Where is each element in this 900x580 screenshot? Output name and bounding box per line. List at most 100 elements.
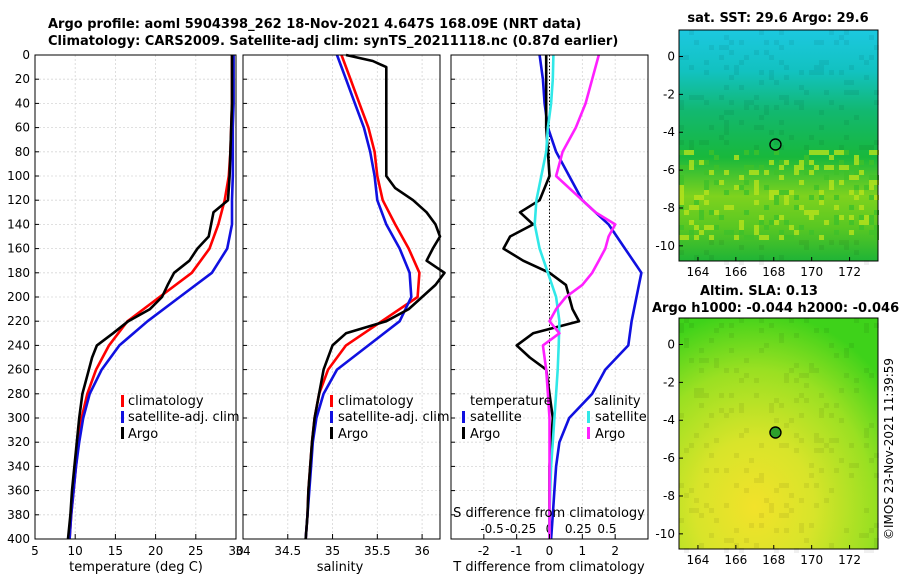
map-pixel — [759, 318, 764, 323]
map-pixel — [724, 368, 729, 373]
map-pixel — [854, 165, 859, 170]
map-pixel — [789, 40, 794, 45]
series-line-salinity-satellite — [533, 54, 561, 539]
map-pixel — [839, 215, 844, 220]
map-pixel — [769, 160, 774, 165]
map-pixel — [779, 165, 784, 170]
map-pixel — [829, 100, 834, 105]
map-pixel — [759, 235, 764, 240]
map-pixel — [759, 328, 764, 333]
map-pixel — [754, 225, 759, 230]
map-pixel — [809, 463, 814, 468]
map-pixel — [724, 413, 729, 418]
map-pixel — [719, 323, 724, 328]
map-pixel — [689, 230, 694, 235]
map-pixel — [724, 260, 729, 265]
map-pixel — [769, 408, 774, 413]
map-pixel — [794, 548, 799, 553]
map-pixel — [719, 135, 724, 140]
x-tick-label: 25 — [188, 544, 203, 558]
map-pixel — [854, 115, 859, 120]
map-pixel — [734, 235, 739, 240]
map-pixel — [814, 70, 819, 75]
map-pixel — [789, 225, 794, 230]
map-pixel — [744, 428, 749, 433]
legend-swatch-sal-argo — [587, 427, 590, 439]
map-pixel — [719, 95, 724, 100]
x-tick-label: 15 — [108, 544, 123, 558]
map-pixel — [779, 130, 784, 135]
map-pixel — [699, 393, 704, 398]
map-pixel — [754, 170, 759, 175]
map-pixel — [819, 200, 824, 205]
map-pixel — [819, 65, 824, 70]
map-pixel — [739, 230, 744, 235]
argo-position-marker — [769, 138, 782, 151]
map-pixel — [834, 220, 839, 225]
map-pixel — [849, 230, 854, 235]
map-pixel — [694, 195, 699, 200]
map-pixel — [744, 468, 749, 473]
x-tick-label: 30 — [228, 544, 243, 558]
map-pixel — [779, 175, 784, 180]
map-pixel — [844, 90, 849, 95]
depth-tick-label: 180 — [7, 266, 30, 280]
map-pixel — [864, 548, 869, 553]
map-pixel — [804, 373, 809, 378]
map-pixel — [694, 160, 699, 165]
map-pixel — [774, 105, 779, 110]
s-difference-axis-label: S difference from climatology — [453, 506, 645, 521]
map-pixel — [874, 150, 879, 155]
map-pixel — [839, 70, 844, 75]
map-pixel — [739, 225, 744, 230]
map-pixel — [774, 528, 779, 533]
map-pixel — [849, 473, 854, 478]
map-pixel — [734, 543, 739, 548]
map-pixel — [814, 150, 819, 155]
map-pixel — [854, 90, 859, 95]
map-pixel — [844, 353, 849, 358]
map-pixel — [679, 180, 684, 185]
map-pixel — [834, 165, 839, 170]
map-pixel — [729, 100, 734, 105]
map-pixel — [704, 190, 709, 195]
map-pixel — [824, 60, 829, 65]
map-pixel — [779, 160, 784, 165]
map-pixel — [759, 115, 764, 120]
map-pixel — [724, 503, 729, 508]
map-pixel — [769, 190, 774, 195]
map-pixel — [789, 493, 794, 498]
map-pixel — [704, 160, 709, 165]
map-pixel — [819, 140, 824, 145]
legend-header-temperature: temperature — [470, 394, 552, 409]
map-pixel — [774, 548, 779, 553]
map-pixel — [724, 120, 729, 125]
map-pixel — [744, 210, 749, 215]
map-pixel — [784, 75, 789, 80]
map-pixel — [859, 160, 864, 165]
map-pixel — [829, 70, 834, 75]
map-pixel — [809, 170, 814, 175]
map-pixel — [869, 423, 874, 428]
map-pixel — [764, 343, 769, 348]
map-pixel — [869, 145, 874, 150]
map-pixel — [744, 538, 749, 543]
map-pixel — [874, 45, 879, 50]
depth-tick-label: 20 — [15, 72, 30, 86]
map-pixel — [834, 205, 839, 210]
map-pixel — [709, 255, 714, 260]
map-pixel — [819, 125, 824, 130]
map-pixel — [799, 373, 804, 378]
map-pixel — [704, 185, 709, 190]
map-pixel — [819, 235, 824, 240]
map-pixel — [784, 200, 789, 205]
map-pixel — [709, 225, 714, 230]
map-pixel — [744, 235, 749, 240]
map-pixel — [839, 35, 844, 40]
map-pixel — [739, 548, 744, 553]
map-pixel — [804, 318, 809, 323]
map-pixel — [734, 368, 739, 373]
map-pixel — [714, 210, 719, 215]
map-pixel — [874, 180, 879, 185]
map-pixel — [864, 215, 869, 220]
